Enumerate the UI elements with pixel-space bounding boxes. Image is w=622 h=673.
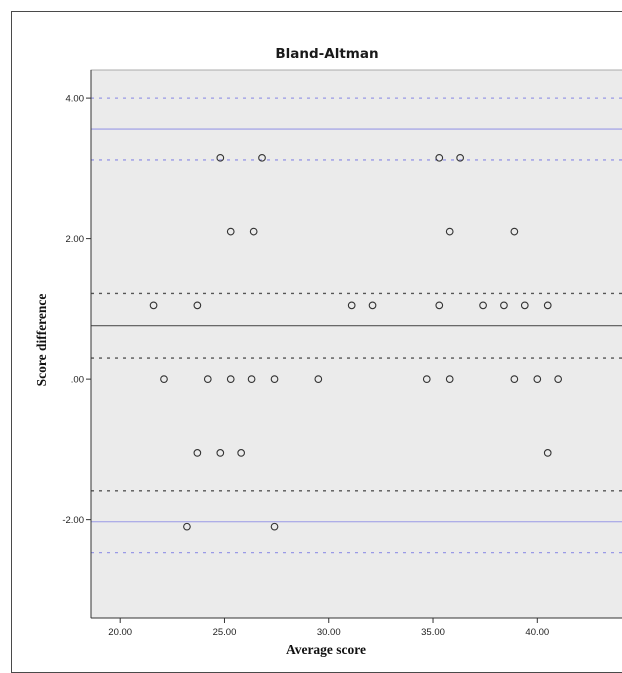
data-point-17 xyxy=(160,375,168,383)
data-point-3 xyxy=(456,153,464,162)
chart-title: Bland-Altman xyxy=(275,46,378,62)
y-axis-label: Score difference xyxy=(34,294,49,387)
data-point-32 xyxy=(183,522,191,531)
data-point-6 xyxy=(445,227,454,236)
x-tick-label-1: 25.00 xyxy=(213,627,237,638)
x-tick-label-2: 30.00 xyxy=(317,627,341,638)
data-point-26 xyxy=(533,375,542,383)
y-tick-label-0: 4.00 xyxy=(66,94,85,105)
data-point-13 xyxy=(479,301,487,310)
data-point-11 xyxy=(368,301,377,310)
bland-altman-chart: Bland-Altman 20.0025.0030.0035.0040.0045… xyxy=(34,46,622,657)
y-tick-label-3: -2.00 xyxy=(62,515,84,526)
data-point-33 xyxy=(270,522,279,531)
data-point-10 xyxy=(347,301,356,310)
data-point-8 xyxy=(149,301,158,310)
y-tick-label-1: 2.00 xyxy=(66,234,85,245)
x-tick-label-3: 35.00 xyxy=(421,627,445,638)
data-point-15 xyxy=(520,301,529,310)
data-point-28 xyxy=(193,449,202,457)
data-points xyxy=(149,153,563,531)
data-point-7 xyxy=(510,227,519,236)
chart-frame: Bland-Altman 20.0025.0030.0035.0040.0045… xyxy=(11,11,622,673)
data-point-0 xyxy=(216,153,225,162)
data-point-2 xyxy=(435,153,444,162)
data-point-21 xyxy=(270,375,279,383)
data-point-29 xyxy=(216,449,225,457)
data-point-27 xyxy=(554,375,563,383)
data-point-1 xyxy=(258,153,266,162)
reference-lines xyxy=(91,97,622,554)
data-point-20 xyxy=(247,375,256,383)
data-point-31 xyxy=(543,449,552,457)
data-point-30 xyxy=(237,449,246,457)
x-tick-label-4: 40.00 xyxy=(525,627,549,638)
data-point-5 xyxy=(249,227,258,236)
y-tick-label-2: .00 xyxy=(71,375,84,386)
data-point-16 xyxy=(543,301,552,310)
x-tick-label-0: 20.00 xyxy=(108,627,132,638)
data-point-23 xyxy=(422,375,431,383)
data-point-9 xyxy=(193,301,202,310)
data-point-19 xyxy=(226,375,235,383)
data-point-4 xyxy=(226,227,235,236)
axes: 20.0025.0030.0035.0040.0045.004.002.00.0… xyxy=(62,70,622,638)
data-point-12 xyxy=(435,301,444,310)
data-point-18 xyxy=(203,375,212,383)
data-point-24 xyxy=(445,375,454,383)
plot-area xyxy=(90,69,622,619)
data-point-14 xyxy=(500,301,508,310)
data-point-25 xyxy=(510,375,519,383)
x-axis-label: Average score xyxy=(286,642,366,657)
data-point-22 xyxy=(314,375,323,383)
